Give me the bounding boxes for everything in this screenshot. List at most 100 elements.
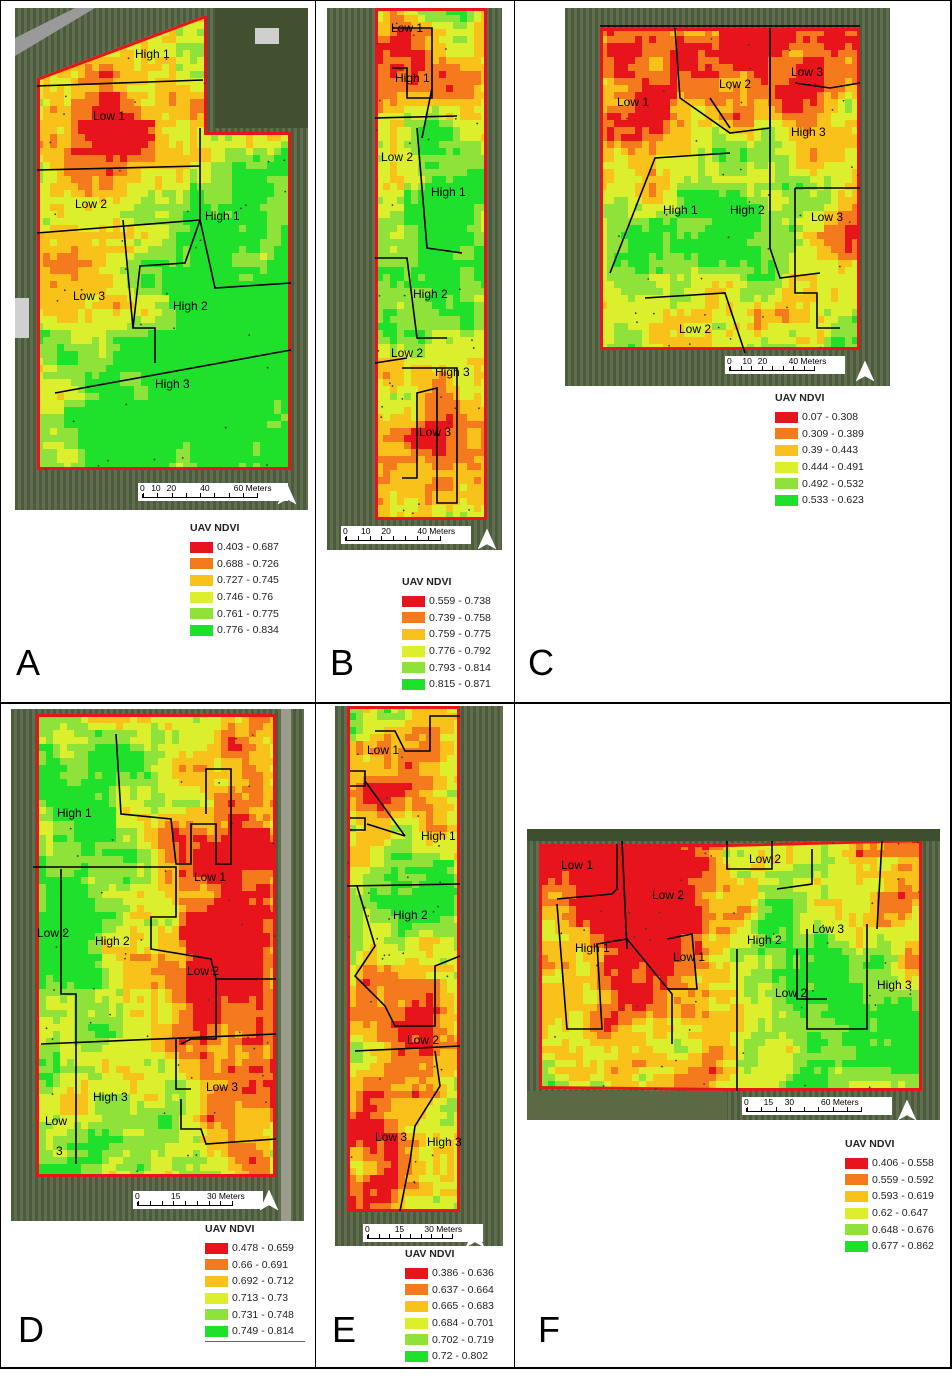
zone-label: High 1 <box>663 203 698 217</box>
legend-swatch <box>205 1309 228 1321</box>
scale-bar: 0 10 20 40 Meters <box>725 356 845 374</box>
zone-label: Low 3 <box>812 922 845 936</box>
sample-point <box>600 910 602 913</box>
zone-label: High 3 <box>791 125 826 139</box>
legend-range: 0.386 - 0.636 <box>432 1267 494 1280</box>
sample-point <box>767 247 770 250</box>
sample-point <box>767 194 770 196</box>
legend-swatch <box>405 1350 428 1362</box>
legend-swatch <box>402 595 425 607</box>
sample-point <box>658 911 661 914</box>
orchard-row <box>495 8 498 550</box>
ndvi-raster <box>527 829 940 1120</box>
zone-label: Low 2 <box>75 197 108 211</box>
legend-range: 0.444 - 0.491 <box>802 461 864 474</box>
sample-point <box>688 343 691 346</box>
sample-point <box>239 207 242 210</box>
orchard-row <box>859 8 862 386</box>
legend-range: 0.702 - 0.719 <box>432 1333 494 1346</box>
legend-swatch <box>845 1207 868 1219</box>
zone-label: 3 <box>56 1144 63 1158</box>
sample-point <box>262 1074 264 1077</box>
sample-point <box>772 933 775 935</box>
scale-ruler <box>746 1107 862 1112</box>
legend-range: 0.559 - 0.738 <box>429 595 491 608</box>
orchard-row <box>327 8 330 550</box>
sample-point <box>385 797 388 799</box>
ndvi-legend: UAV NDVI 0.386 - 0.636 0.637 - 0.664 0.665 … <box>405 1248 494 1365</box>
legend-range: 0.66 - 0.691 <box>232 1258 289 1271</box>
legend-swatch <box>402 678 425 690</box>
scale-label: 40 Meters <box>417 526 456 536</box>
north-arrow-icon <box>475 528 499 550</box>
sample-point <box>408 142 411 145</box>
orchard-row <box>571 8 574 386</box>
sample-point <box>381 957 384 960</box>
legend-range: 0.403 - 0.687 <box>217 541 279 554</box>
sample-point <box>739 168 742 171</box>
zone-label: Low 1 <box>391 21 424 35</box>
zone-label: Low 2 <box>187 964 220 978</box>
sample-point <box>190 1076 193 1079</box>
sample-point <box>647 278 650 280</box>
zone-boundary <box>794 82 861 89</box>
panel-letter: E <box>332 1309 357 1350</box>
legend-entry: 0.637 - 0.664 <box>405 1282 494 1299</box>
sample-point <box>69 827 72 830</box>
zone-label: Low 3 <box>206 1080 239 1094</box>
legend-entry: 0.684 - 0.701 <box>405 1315 494 1332</box>
table-border <box>315 0 316 1369</box>
orchard-row <box>583 8 586 386</box>
sample-point <box>49 141 52 144</box>
legend-swatch <box>775 461 798 473</box>
zone-label: Low 2 <box>37 926 70 940</box>
zone-boundary <box>794 188 840 329</box>
orchard-row <box>929 829 932 1120</box>
sample-point <box>897 878 900 881</box>
north-arrow-icon <box>275 483 299 505</box>
ndvi-raster <box>335 706 503 1246</box>
legend-swatch <box>190 624 213 636</box>
legend-entry: 0.702 - 0.719 <box>405 1331 494 1348</box>
legend-swatch <box>190 558 213 570</box>
legend-range: 0.593 - 0.619 <box>872 1190 934 1203</box>
sample-point <box>909 993 912 996</box>
legend-range: 0.72 - 0.802 <box>432 1350 489 1363</box>
legend-swatch <box>402 645 425 657</box>
zone-label: Low 1 <box>673 950 706 964</box>
sample-point <box>51 1093 54 1096</box>
sample-point <box>165 58 168 61</box>
sample-point <box>688 1029 691 1031</box>
sample-point <box>350 1156 353 1158</box>
sample-point <box>241 923 243 926</box>
zone-label: Low 2 <box>749 852 782 866</box>
legend-entry: 0.759 - 0.775 <box>402 626 491 643</box>
zone-label: Low 3 <box>375 1130 408 1144</box>
sample-point <box>662 90 665 93</box>
legend-range: 0.692 - 0.712 <box>232 1275 294 1288</box>
legend-swatch <box>405 1267 428 1279</box>
sample-point <box>401 756 403 759</box>
sample-point <box>654 1087 657 1090</box>
legend-swatch <box>190 541 213 553</box>
map-panel-b: Low 1 High 1 Low 2 High 1 High 2 Low 2 High 3 L… <box>327 8 502 550</box>
sample-point <box>56 299 59 302</box>
sample-point <box>213 1111 216 1114</box>
ndvi-field <box>600 28 860 350</box>
scale-label: 10 <box>742 356 752 366</box>
zone-boundary <box>374 357 408 364</box>
sample-point <box>762 315 765 318</box>
tree-area <box>527 829 940 841</box>
zone-label: High 3 <box>155 377 190 391</box>
map-panel-d: High 1 Low 1 Low 2 High 2 Low 2 High 3 Low 3 Lo… <box>11 709 304 1221</box>
legend-entry: 0.665 - 0.683 <box>405 1298 494 1315</box>
sample-point <box>375 129 378 131</box>
sample-point <box>448 421 451 424</box>
sample-point <box>897 842 900 845</box>
panel-letter: B <box>330 642 355 683</box>
legend-entry: 0.559 - 0.592 <box>845 1172 934 1189</box>
sample-point <box>432 910 435 913</box>
zone-label: Low 3 <box>419 425 452 439</box>
legend-title: UAV NDVI <box>190 522 240 534</box>
legend-range: 0.793 - 0.814 <box>429 661 491 674</box>
